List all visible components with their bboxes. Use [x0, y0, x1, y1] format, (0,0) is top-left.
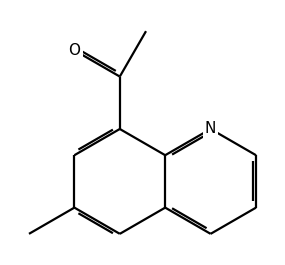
Text: O: O	[68, 43, 80, 58]
Text: N: N	[205, 121, 216, 136]
